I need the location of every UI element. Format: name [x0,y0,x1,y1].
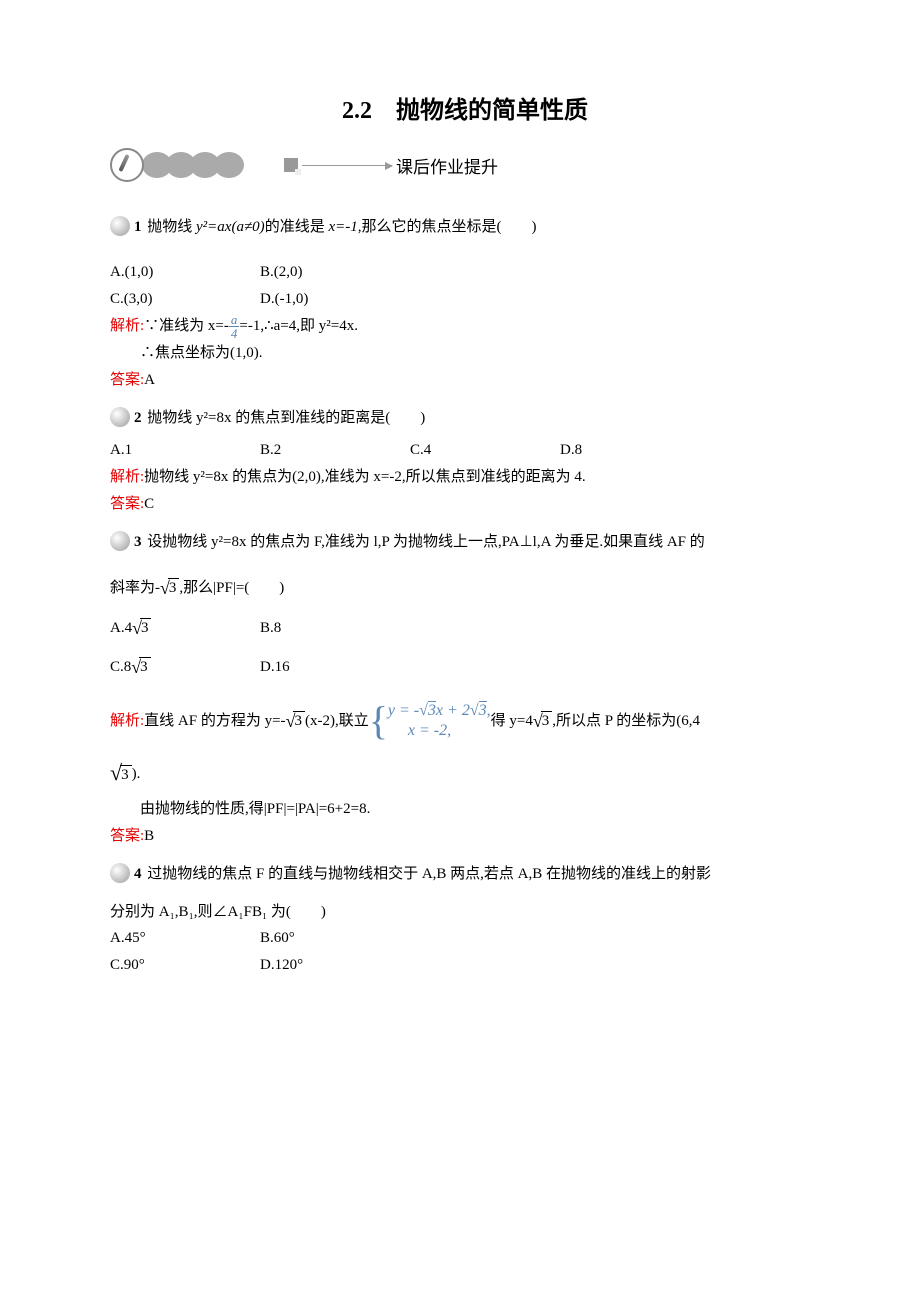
options: A.4√3 B.8 C.8√3 D.16 [110,615,820,681]
question-text: 1 抛物线 y²=ax(a≠0)的准线是 x=-1,那么它的焦点坐标是( ) [134,215,536,241]
arrow-line [302,165,392,166]
answer-label: 答案: [110,372,144,388]
option-d: D.8 [560,437,582,464]
option-d: D.16 [260,654,410,681]
question-2: 2 抛物线 y²=8x 的焦点到准线的距离是( ) [110,406,820,432]
options: A.1 B.2 C.4 D.8 [110,437,820,464]
sqrt-icon: √3 [160,578,179,597]
option-c: C.(3,0) [110,286,260,313]
option-b: B.8 [260,615,410,642]
question-number: 3 [134,534,142,550]
bullet-icon [110,531,130,551]
sqrt-icon: √3 [132,618,151,637]
brush-icon [110,148,144,182]
question-1: 1 抛物线 y²=ax(a≠0)的准线是 x=-1,那么它的焦点坐标是( ) [110,215,820,241]
analysis-label: 解析: [110,318,144,334]
option-b: B.2 [260,437,410,464]
brace-icon: { [369,701,388,741]
question-text-cont: 分别为 A₁,B₁,则∠A₁FB₁ 为( ) [110,900,820,921]
analysis-cont2: 由抛物线的性质,得|PF|=|PA|=6+2=8. [110,796,820,823]
option-a: A.1 [110,437,260,464]
analysis: 解析:直线 AF 的方程为 y=-√3(x-2),联立{y = -√3x + 2… [110,701,820,743]
option-c: C.8√3 [110,654,260,681]
question-number: 4 [134,866,142,882]
answer: 答案:C [110,491,820,518]
bullet-icon [110,863,130,883]
square-icon [284,158,298,172]
page-title: 2.2 抛物线的简单性质 [110,90,820,125]
question-text: 3 设抛物线 y²=8x 的焦点为 F,准线为 l,P 为抛物线上一点,PA⊥l… [134,530,705,556]
sqrt-icon: √3 [110,762,132,784]
option-c: C.4 [410,437,560,464]
fraction: a4 [229,313,240,340]
question-text: 2 抛物线 y²=8x 的焦点到准线的距离是( ) [134,406,425,432]
option-b: B.(2,0) [260,259,410,286]
option-a: A.45° [110,925,260,952]
analysis-cont: √3). [110,762,820,784]
answer: 答案:A [110,367,820,394]
answer: 答案:B [110,823,820,850]
options: A.(1,0)B.(2,0) C.(3,0)D.(-1,0) [110,259,820,313]
sqrt-icon: √3 [131,657,150,676]
question-number: 2 [134,410,142,426]
question-3: 3 设抛物线 y²=8x 的焦点为 F,准线为 l,P 为抛物线上一点,PA⊥l… [110,530,820,556]
bullet-icon [110,216,130,236]
option-d: D.120° [260,952,410,979]
question-number: 1 [134,219,142,235]
question-text: 4 过抛物线的焦点 F 的直线与抛物线相交于 A,B 两点,若点 A,B 在抛物… [134,862,711,888]
blob-decoration [148,152,244,178]
analysis: 解析:∵准线为 x=-a4=-1,∴a=4,即 y²=4x. [110,313,820,340]
option-b: B.60° [260,925,410,952]
answer-label: 答案: [110,496,144,512]
section-banner: 课后作业提升 [110,145,820,185]
banner-text: 课后作业提升 [396,153,498,178]
answer-label: 答案: [110,828,144,844]
equation-system: y = -√3x + 2√3,x = -2, [388,701,491,743]
option-d: D.(-1,0) [260,286,410,313]
analysis: 解析:抛物线 y²=8x 的焦点为(2,0),准线为 x=-2,所以焦点到准线的… [110,464,820,491]
option-a: A.(1,0) [110,259,260,286]
analysis-cont: ∴焦点坐标为(1,0). [110,340,820,367]
analysis-label: 解析: [110,469,144,485]
option-c: C.90° [110,952,260,979]
option-a: A.4√3 [110,615,260,642]
question-4: 4 过抛物线的焦点 F 的直线与抛物线相交于 A,B 两点,若点 A,B 在抛物… [110,862,820,888]
sqrt-icon: √3 [286,711,305,730]
sqrt-icon: √3 [533,711,552,730]
question-text-cont: 斜率为-√3,那么|PF|=( ) [110,576,820,597]
bullet-icon [110,407,130,427]
options: A.45°B.60° C.90°D.120° [110,925,820,979]
analysis-label: 解析: [110,713,144,729]
